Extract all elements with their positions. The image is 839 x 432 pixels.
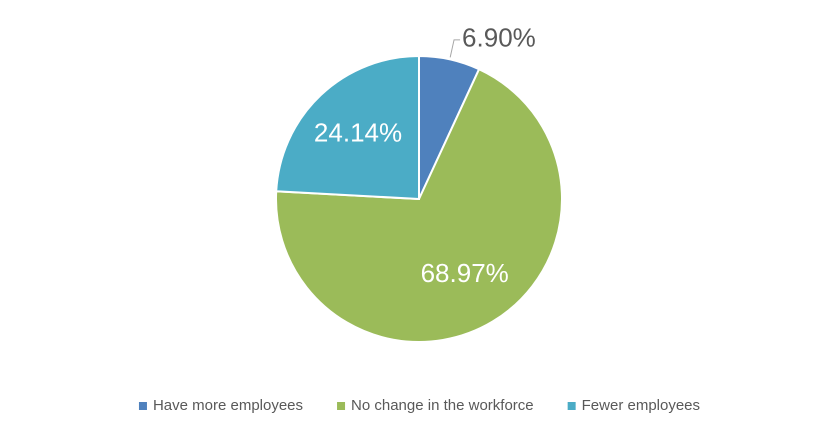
leader-line [449,39,461,58]
legend-label: No change in the workforce [351,397,534,414]
pie-slice [275,54,420,201]
data-label: 24.14% [314,118,402,148]
data-label: 6.90% [462,23,536,53]
legend-label: Fewer employees [582,397,700,414]
legend-swatch [138,402,147,410]
data-label: 68.97% [421,258,509,288]
legend-swatch [567,402,576,410]
legend-label: Have more employees [153,397,303,414]
legend-swatch [337,402,346,410]
pie-slice [275,67,563,343]
